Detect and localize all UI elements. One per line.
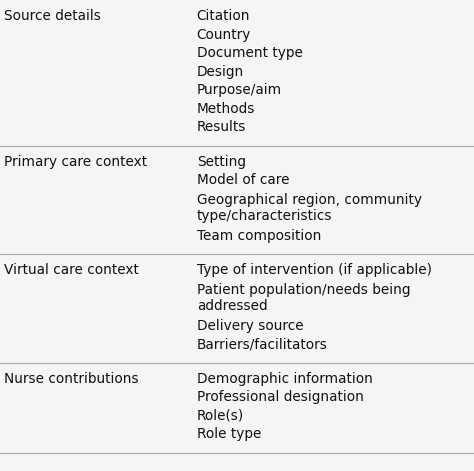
Text: Geographical region, community
type/characteristics: Geographical region, community type/char… (197, 193, 422, 223)
Text: Demographic information: Demographic information (197, 372, 373, 386)
Text: Source details: Source details (4, 9, 100, 23)
Text: Model of care: Model of care (197, 173, 289, 187)
Text: Country: Country (197, 28, 251, 42)
Text: Design: Design (197, 65, 244, 79)
Text: Patient population/needs being
addressed: Patient population/needs being addressed (197, 283, 410, 313)
Text: Results: Results (197, 120, 246, 134)
Text: Professional designation: Professional designation (197, 390, 364, 404)
Text: Citation: Citation (197, 9, 250, 23)
Text: Team composition: Team composition (197, 229, 321, 243)
Text: Methods: Methods (197, 102, 255, 116)
Text: Purpose/aim: Purpose/aim (197, 83, 282, 97)
Text: Primary care context: Primary care context (4, 155, 147, 169)
Text: Role(s): Role(s) (197, 409, 244, 423)
Text: Setting: Setting (197, 155, 246, 169)
Text: Delivery source: Delivery source (197, 319, 303, 333)
Text: Nurse contributions: Nurse contributions (4, 372, 138, 386)
Text: Role type: Role type (197, 427, 261, 441)
Text: Barriers/facilitators: Barriers/facilitators (197, 337, 328, 351)
Text: Document type: Document type (197, 46, 302, 60)
Text: Type of intervention (if applicable): Type of intervention (if applicable) (197, 263, 432, 277)
Text: Virtual care context: Virtual care context (4, 263, 139, 277)
